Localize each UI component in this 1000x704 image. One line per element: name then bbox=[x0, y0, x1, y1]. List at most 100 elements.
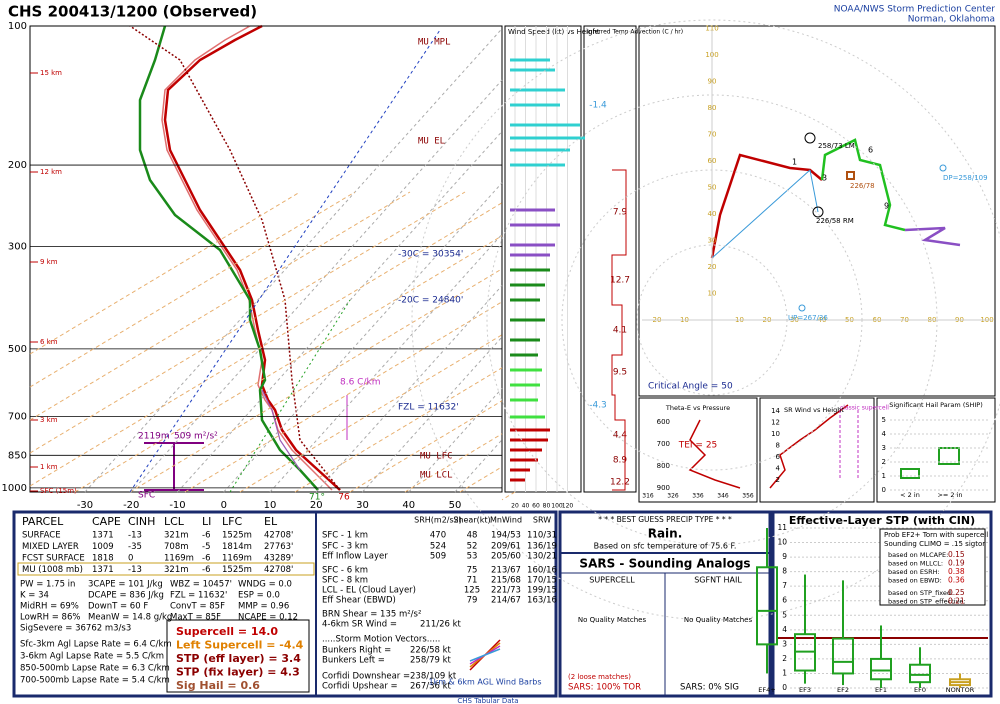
temp-label: 50 bbox=[449, 500, 462, 511]
motion: Bunkers Right = bbox=[322, 646, 391, 656]
hodo-ring bbox=[486, 94, 938, 546]
dry-adiabat bbox=[404, 433, 503, 493]
table-cell: -6 bbox=[202, 554, 210, 564]
analogs-col: SGFNT HAIL bbox=[694, 576, 742, 585]
ship-tick: 0 bbox=[882, 486, 886, 494]
stp-tick: 8 bbox=[782, 567, 787, 576]
kin: .....Storm Motion Vectors..... bbox=[322, 635, 440, 645]
analogs-text: No Quality Matches bbox=[684, 616, 753, 624]
param: Left Supercell = -4.4 bbox=[176, 639, 304, 652]
kin-cell: SFC - 1 km bbox=[322, 531, 368, 541]
table-cell: 321m bbox=[164, 531, 189, 541]
table-header: LI bbox=[202, 515, 211, 528]
adv-bars bbox=[611, 169, 627, 491]
theta-profile bbox=[688, 419, 741, 489]
stp-category: EF0 bbox=[914, 686, 926, 694]
stp-frame bbox=[771, 510, 993, 698]
annotation: 71° bbox=[309, 493, 325, 503]
table-cell: 43289' bbox=[264, 554, 293, 564]
adv-value: 4.4 bbox=[613, 431, 628, 441]
mean-marker bbox=[846, 171, 855, 180]
index: WBZ = 10457' bbox=[170, 580, 232, 590]
table-cell: 1818 bbox=[92, 554, 114, 564]
height-label: 1 km bbox=[40, 463, 58, 471]
kin-cell: 136/19 bbox=[527, 542, 557, 552]
kin-cell: 209/61 bbox=[491, 542, 521, 552]
param: Sig Hail = 0.6 bbox=[176, 679, 260, 692]
temp-label: 40 bbox=[402, 500, 415, 511]
index: DownT = 60 F bbox=[88, 602, 148, 612]
table-cell: -6 bbox=[202, 565, 210, 575]
index: MMP = 0.96 bbox=[238, 602, 289, 612]
org: NOAA/NWS Storm Prediction Center bbox=[834, 5, 996, 15]
index: NCAPE = 0.12 bbox=[238, 613, 298, 623]
srw-profile bbox=[769, 404, 849, 489]
prob-box bbox=[879, 528, 986, 606]
dry-adiabat bbox=[239, 334, 503, 493]
dry-adiabat bbox=[294, 367, 503, 493]
lapse-rate: Sfc-3km Agl Lapse Rate = 6.4 C/km bbox=[20, 640, 172, 650]
place: Norman, Oklahoma bbox=[908, 15, 995, 25]
height-mark: 3 bbox=[822, 174, 827, 183]
ship-label: < 2 in bbox=[900, 491, 920, 499]
barbs-label: 1km & 6km AGL Wind Barbs bbox=[428, 678, 541, 687]
kin: 4-6km SR Wind = bbox=[322, 620, 397, 630]
prob-value: 0.36 bbox=[948, 576, 965, 585]
table-cell: 708m bbox=[164, 542, 189, 552]
stp-tick: 7 bbox=[782, 581, 787, 590]
stp-tick: 0 bbox=[782, 683, 787, 692]
adv-frame bbox=[583, 25, 637, 493]
srw-tick: 10 bbox=[771, 430, 780, 438]
prob-value: 0.19 bbox=[948, 559, 965, 568]
index: WNDG = 0.0 bbox=[238, 580, 292, 590]
table-cell: 1169m bbox=[164, 554, 194, 564]
kin-cell: SFC - 8 km bbox=[322, 576, 368, 586]
table-cell: -5 bbox=[202, 542, 210, 552]
adv-value: 9.5 bbox=[613, 368, 627, 378]
index: ConvT = 85F bbox=[170, 602, 225, 612]
table-cell: 27763' bbox=[264, 542, 293, 552]
prob-value: 0.15 bbox=[948, 550, 965, 559]
prob-label: based on MLLCL: bbox=[888, 560, 943, 568]
dry-adiabat bbox=[29, 191, 411, 421]
table-header: LFC bbox=[222, 515, 242, 528]
table-header: MnWind bbox=[490, 516, 522, 525]
index: K = 34 bbox=[20, 591, 49, 601]
prob-label: based on EBWD: bbox=[888, 577, 942, 585]
kin-cell: 52 bbox=[467, 542, 478, 552]
mu-highlight bbox=[17, 562, 315, 576]
hodo-label: 226/58 RM bbox=[816, 217, 854, 225]
isotherm bbox=[362, 336, 503, 493]
analogs-col: SUPERCELL bbox=[589, 576, 635, 585]
temp-label: 20 bbox=[310, 500, 323, 511]
hodo-ring bbox=[636, 244, 788, 396]
annotation: 76 bbox=[338, 493, 350, 503]
hodo-label: 226/78 bbox=[850, 182, 875, 190]
kin-cell: 53 bbox=[467, 552, 478, 562]
box bbox=[756, 566, 778, 646]
annotation: -20C = 24840' bbox=[398, 296, 463, 306]
precip-type: Rain. bbox=[648, 527, 683, 541]
ship-tick: 4 bbox=[882, 430, 887, 438]
height-label: 15 km bbox=[40, 69, 62, 77]
kin: BRN Shear = 135 m²/s² bbox=[322, 610, 421, 620]
index: MaxT = 85F bbox=[170, 613, 221, 623]
dewpoint-profile bbox=[138, 25, 319, 491]
inflow-line bbox=[711, 169, 811, 259]
kin-cell: SFC - 3 km bbox=[322, 542, 368, 552]
table-cell: 1169m bbox=[222, 554, 252, 564]
temp-label: 30 bbox=[356, 500, 369, 511]
lapse-rate: 850-500mb Lapse Rate = 6.3 C/km bbox=[20, 664, 170, 674]
hodo-frame bbox=[638, 25, 996, 397]
motion: Corfidi Upshear = bbox=[322, 682, 398, 692]
kin-cell: 213/67 bbox=[491, 566, 521, 576]
wind-tick: 100 bbox=[551, 503, 563, 510]
height-label: 12 km bbox=[40, 168, 62, 176]
panel-title: Significant Hail Param (SHIP) bbox=[889, 401, 983, 409]
box bbox=[870, 657, 892, 681]
kin-cell: LCL - EL (Cloud Layer) bbox=[322, 586, 416, 596]
param: STP (eff layer) = 3.4 bbox=[176, 652, 301, 665]
inflow-line bbox=[809, 169, 819, 213]
table-cell: -13 bbox=[128, 531, 142, 541]
